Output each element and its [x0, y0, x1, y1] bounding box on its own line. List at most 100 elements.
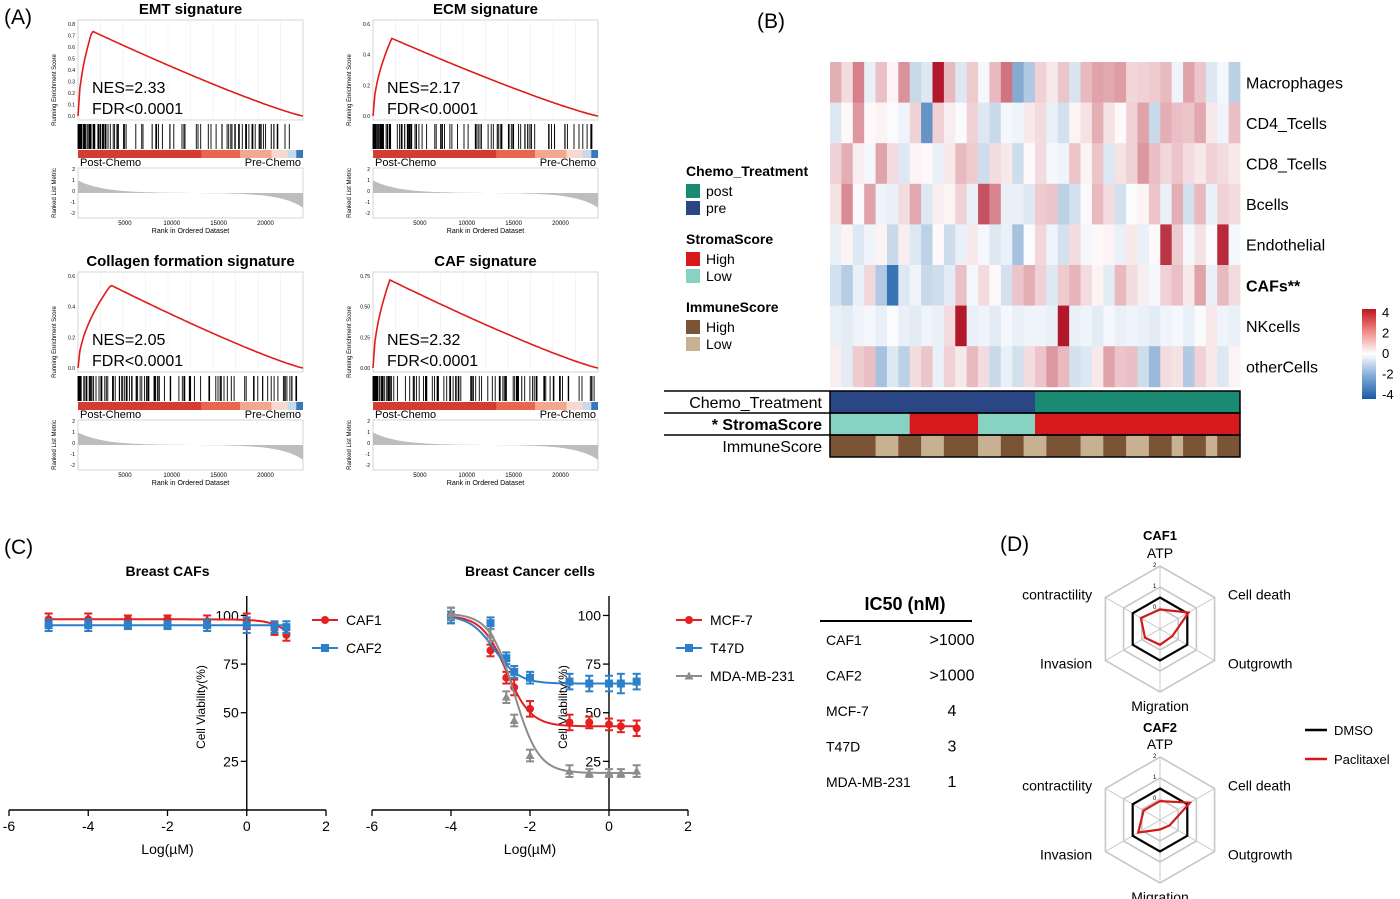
immune-cell — [1205, 435, 1218, 457]
heatmap-cell — [978, 143, 990, 185]
color-scale-tick: -2 — [1382, 367, 1394, 382]
data-point — [502, 654, 511, 663]
heatmap-cell — [1148, 62, 1161, 103]
heatmap-cell — [864, 346, 876, 388]
es-axis-label: Running Enrichment Score — [347, 305, 353, 377]
legend-swatch — [686, 184, 700, 198]
heatmap-cell — [1205, 346, 1218, 388]
heatmap-cell — [864, 183, 876, 225]
heatmap-cell — [966, 62, 979, 103]
heatmap-cell — [921, 224, 933, 266]
heatmap-cell — [943, 265, 956, 306]
heatmap-row-label: CAFs** — [1246, 278, 1301, 295]
heatmap-cell — [1205, 143, 1218, 185]
heatmap-cell — [1205, 102, 1218, 144]
rank-gradient-segment — [78, 402, 202, 410]
immune-cell — [1103, 435, 1116, 457]
radar-axis-label: contractility — [1022, 587, 1092, 603]
metric-tick-label: -2 — [366, 211, 371, 217]
radar-axis-label: Migration — [1131, 698, 1189, 714]
es-tick-label: 0.2 — [363, 83, 370, 89]
heatmap-row-label: NKcells — [1246, 319, 1300, 336]
immune-cell — [886, 435, 899, 457]
heatmap-cell — [841, 183, 854, 225]
heatmap-cell — [852, 305, 865, 347]
heatmap-cell — [1012, 102, 1025, 144]
heatmap-cell — [966, 346, 979, 388]
metric-area — [373, 180, 598, 208]
panel-label-b: (B) — [757, 10, 785, 33]
heatmap-cell — [852, 102, 865, 144]
rank-tick-label: 10000 — [163, 221, 180, 227]
heatmap-cell — [943, 102, 956, 144]
table-row-label: CAF2 — [826, 668, 862, 684]
immune-cell — [989, 435, 1002, 457]
ic50-table: IC50 (nM) CAF1 >1000 CAF2 >1000 MCF-7 4 T47D 3 MD… — [820, 594, 975, 791]
heatmap-cell — [978, 183, 990, 225]
table-row-label: CAF1 — [826, 632, 862, 648]
heatmap-cell — [1205, 224, 1218, 266]
es-tick-label: 0.7 — [68, 34, 75, 40]
heatmap-cell — [1160, 62, 1173, 103]
heatmap-cell — [921, 265, 933, 306]
heatmap-cell — [909, 62, 922, 103]
nes-label: NES=2.32 — [387, 332, 460, 349]
data-point — [565, 677, 574, 686]
heatmap-cell — [1171, 62, 1184, 103]
rank-gradient-segment — [287, 150, 297, 158]
heatmap-cell — [841, 346, 854, 388]
heatmap-cell — [1080, 224, 1093, 266]
heatmap-cell — [864, 102, 876, 144]
stroma-cell — [943, 413, 956, 435]
stroma-cell — [1023, 413, 1036, 435]
stroma-cell — [898, 413, 911, 435]
heatmap-cell — [852, 183, 865, 225]
heatmap-cell — [1012, 224, 1025, 266]
legend-swatch — [686, 201, 700, 215]
heatmap-cell — [966, 143, 979, 185]
panel-label-d: (D) — [1000, 533, 1029, 556]
heatmap-cell — [921, 62, 933, 103]
x-tick-label: -4 — [445, 818, 458, 834]
heatmap-cell — [875, 102, 888, 144]
x-axis-label: Log(µM) — [504, 841, 556, 857]
legend-swatch — [686, 320, 700, 334]
heatmap-cell — [1114, 62, 1127, 103]
heatmap-cell — [943, 143, 956, 185]
stroma-cell — [1103, 413, 1116, 435]
heatmap-cell — [1000, 143, 1013, 185]
rank-gradient-segment — [591, 402, 598, 410]
color-scale-tick: 4 — [1382, 305, 1389, 320]
heatmap-cell — [1228, 102, 1241, 144]
metric-axis-label: Ranked List Metric — [347, 168, 353, 218]
rank-gradient-segment — [535, 150, 567, 158]
heatmap-cell — [1035, 102, 1047, 144]
stroma-cell — [989, 413, 1002, 435]
y-tick-label: 100 — [578, 607, 602, 623]
fdr-label: FDR<0.0001 — [92, 101, 183, 118]
heatmap-cell — [955, 183, 968, 225]
heatmap-cell — [989, 305, 1002, 347]
data-point — [565, 718, 574, 727]
heatmap-cell — [852, 224, 865, 266]
stroma-cell — [978, 413, 990, 435]
heatmap-cell — [932, 346, 945, 388]
heatmap-cell — [886, 305, 899, 347]
heatmap-row-label: Macrophages — [1246, 75, 1343, 92]
heatmap-cell — [1137, 183, 1150, 225]
radar-axis-label: Outgrowth — [1228, 847, 1293, 863]
heatmap-cell — [1012, 62, 1025, 103]
immune-cell — [1057, 435, 1070, 457]
legend-label: MCF-7 — [710, 612, 753, 628]
heatmap-cell — [921, 143, 933, 185]
heatmap-cell — [1035, 183, 1047, 225]
immune-cell — [1194, 435, 1207, 457]
immune-cell — [864, 435, 876, 457]
y-axis-label: Cell Viability(%) — [194, 665, 208, 749]
heatmap-cell — [852, 346, 865, 388]
heatmap-cell — [830, 102, 842, 144]
heatmap-cell — [1183, 346, 1195, 388]
metric-tick-label: 2 — [72, 419, 75, 425]
immune-cell — [830, 435, 842, 457]
heatmap-cell — [1228, 265, 1241, 306]
